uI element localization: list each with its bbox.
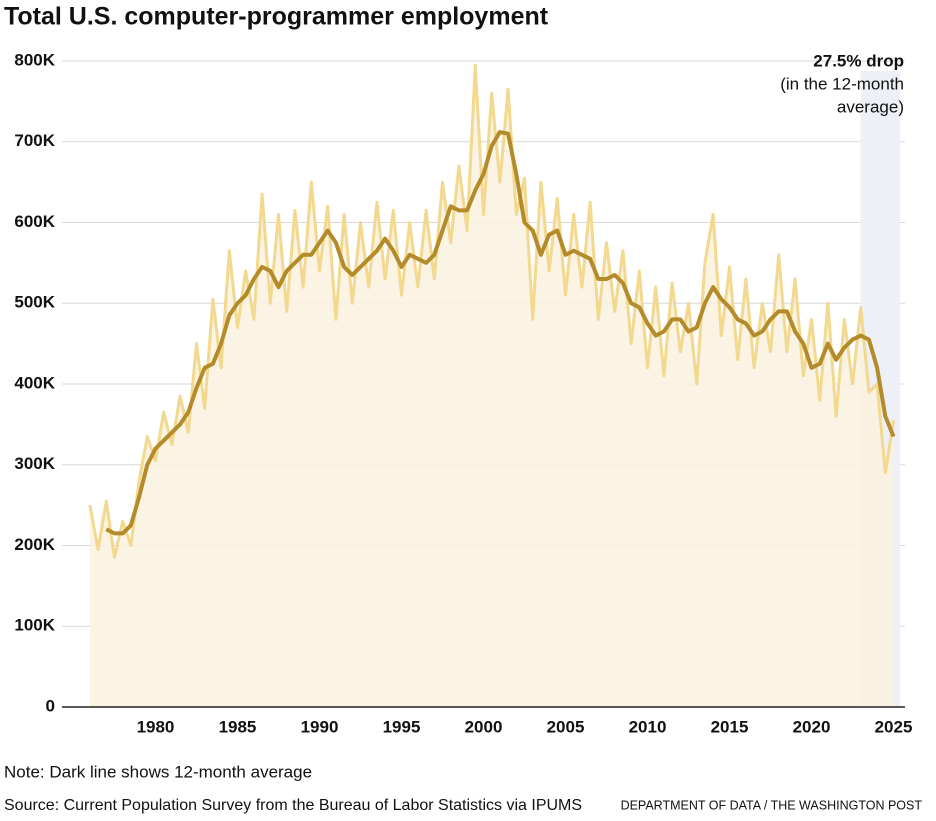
- x-tick-label: 1990: [301, 717, 339, 736]
- chart-title: Total U.S. computer-programmer employmen…: [4, 3, 549, 31]
- x-tick-label: 2015: [711, 717, 749, 736]
- x-tick-label: 1995: [383, 717, 421, 736]
- y-tick-label: 300K: [14, 454, 55, 473]
- x-tick-label: 2020: [793, 717, 831, 736]
- annotation: 27.5% drop: [813, 51, 904, 70]
- y-tick-label: 600K: [14, 212, 55, 231]
- annotation: average): [837, 97, 904, 116]
- y-tick-label: 0: [46, 696, 55, 715]
- area: [89, 65, 894, 708]
- y-tick-label: 500K: [14, 293, 55, 312]
- x-tick-label: 2005: [547, 717, 585, 736]
- y-tick-label: 200K: [14, 535, 55, 554]
- series-line: [105, 130, 896, 536]
- y-tick-label: 100K: [14, 616, 55, 635]
- x-tick-label: 2010: [629, 717, 667, 736]
- x-tick-label: 2000: [465, 717, 503, 736]
- y-tick-label: 700K: [14, 131, 55, 150]
- source: Source: Current Population Survey from t…: [4, 797, 582, 814]
- y-tick-label: 800K: [14, 50, 55, 69]
- annotation: (in the 12-month: [780, 74, 904, 93]
- y-tick-label: 400K: [14, 373, 55, 392]
- x-tick-label: 2025: [875, 717, 913, 736]
- x-tick-label: 1980: [137, 717, 175, 736]
- note: Note: Dark line shows 12-month average: [4, 762, 312, 781]
- x-tick-label: 1985: [219, 717, 257, 736]
- credit: DEPARTMENT OF DATA / THE WASHINGTON POST: [621, 798, 923, 812]
